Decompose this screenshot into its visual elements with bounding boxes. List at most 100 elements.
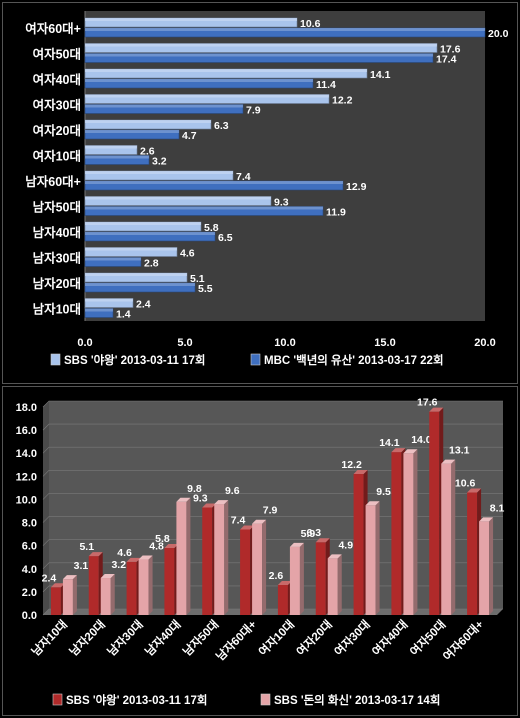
- category-label: 여자10대: [256, 617, 297, 658]
- chart-vertical-panel: 0.0 2.0 4.0 6.0 8.0 10.0 12.0 14.0 16.0 18.0 2.4 3.…: [2, 386, 518, 716]
- bar-front: [240, 529, 251, 615]
- bar: [240, 525, 255, 615]
- data-label: 5.5: [198, 283, 213, 295]
- bar-top: [365, 501, 380, 506]
- category-label: 여자10대: [33, 148, 81, 163]
- bar: [88, 552, 103, 615]
- data-label: 17.4: [436, 54, 457, 66]
- bar-front: [403, 453, 414, 615]
- bar: [202, 503, 217, 615]
- bar-side: [262, 519, 267, 615]
- bar: [441, 459, 456, 615]
- bar: [100, 574, 115, 615]
- data-label: 2.6: [269, 570, 284, 582]
- data-label: 3.2: [152, 156, 167, 168]
- bar-front: [138, 559, 149, 615]
- bar: [315, 538, 330, 615]
- data-label: 5.8: [204, 222, 219, 234]
- category-label: 여자60대+: [440, 617, 486, 663]
- bar-highlight: [85, 273, 187, 276]
- bar-top: [327, 554, 342, 559]
- bar-front: [176, 501, 187, 615]
- bar: [365, 501, 380, 615]
- data-label: 11.9: [326, 207, 346, 219]
- category-label: 남자20대: [33, 276, 81, 291]
- category-label: 남자50대: [33, 199, 81, 214]
- data-label: 13.1: [449, 445, 470, 457]
- y-tick-label: 14.0: [16, 448, 37, 460]
- legend-swatch: [250, 353, 261, 366]
- category-label: 남자50대: [180, 617, 221, 658]
- bar-front: [429, 411, 440, 615]
- data-label: 4.6: [180, 248, 195, 260]
- bar-highlight: [85, 181, 343, 184]
- gridline: [42, 608, 503, 616]
- bar-top: [100, 574, 115, 579]
- x-tick-label: 10.0: [274, 337, 295, 349]
- bar: [50, 583, 65, 615]
- gridline: [42, 516, 503, 523]
- data-label: 5.1: [190, 273, 205, 285]
- bar-highlight: [85, 130, 179, 133]
- bar-top: [353, 470, 368, 475]
- bar-side: [413, 449, 418, 615]
- bar-side: [451, 459, 456, 615]
- bar-front: [50, 587, 61, 615]
- gridline: [42, 493, 503, 500]
- bar-highlight: [85, 18, 297, 21]
- y-tick-label: 4.0: [22, 564, 37, 576]
- bar: [252, 519, 267, 615]
- data-label: 6.3: [214, 120, 229, 132]
- horizontal-bar-chart: 여자60대+ 10.6 20.0 여자50대 17.617.4 여자40대 14.1 11.4…: [25, 11, 509, 367]
- bar: [62, 575, 77, 615]
- data-label: 20.0: [488, 28, 509, 40]
- legend-label: SBS '돈의 화신' 2013-03-17 14회: [274, 693, 440, 707]
- category-label: 여자30대: [33, 97, 81, 112]
- bar: [391, 448, 406, 615]
- data-label: 10.6: [455, 478, 476, 490]
- bar-front: [289, 546, 300, 615]
- data-label: 2.6: [140, 146, 155, 158]
- bar-highlight: [85, 196, 271, 200]
- category-label: 여자20대: [33, 123, 81, 138]
- bar: [277, 580, 292, 615]
- bar-top: [479, 517, 494, 522]
- category-label: 여자50대: [407, 617, 448, 658]
- plot-back-wall: [49, 401, 503, 609]
- bar: [479, 517, 494, 615]
- bar-side: [110, 574, 115, 615]
- bar-front: [479, 521, 490, 615]
- gridline: [42, 446, 503, 454]
- category-label: 남자30대: [104, 617, 145, 658]
- y-tick-label: 0.0: [22, 610, 37, 622]
- category-label: 남자10대: [29, 617, 70, 658]
- bar-side: [186, 497, 191, 615]
- data-label: 11.4: [316, 79, 336, 91]
- plot-side-wall: [43, 401, 49, 615]
- x-tick-label: 20.0: [474, 337, 495, 349]
- bar-top: [391, 448, 406, 453]
- bar: [176, 497, 191, 615]
- data-label: 2.4: [136, 299, 151, 311]
- data-label: 2.8: [144, 258, 159, 270]
- bar-top: [277, 580, 292, 585]
- bar-highlight: [85, 308, 113, 312]
- category-label: 여자40대: [369, 617, 410, 658]
- bar-highlight: [85, 206, 323, 210]
- category-label: 남자40대: [142, 617, 183, 658]
- bar-front: [353, 474, 364, 615]
- bar-side: [489, 517, 494, 615]
- bar: [126, 557, 141, 615]
- y-tick-label: 10.0: [16, 494, 37, 506]
- y-tick-label: 12.0: [16, 471, 37, 483]
- bar-front: [202, 507, 213, 615]
- category-label: 남자30대: [33, 250, 81, 265]
- bar-side: [148, 555, 153, 615]
- bar: [429, 407, 444, 615]
- bar-top: [240, 525, 255, 530]
- bar-highlight: [85, 247, 177, 251]
- category-label: 남자60대+: [25, 174, 81, 189]
- legend-swatch: [260, 693, 271, 706]
- legend-label: SBS '야왕' 2013-03-11 17회: [64, 353, 205, 367]
- bar-highlight: [85, 104, 243, 108]
